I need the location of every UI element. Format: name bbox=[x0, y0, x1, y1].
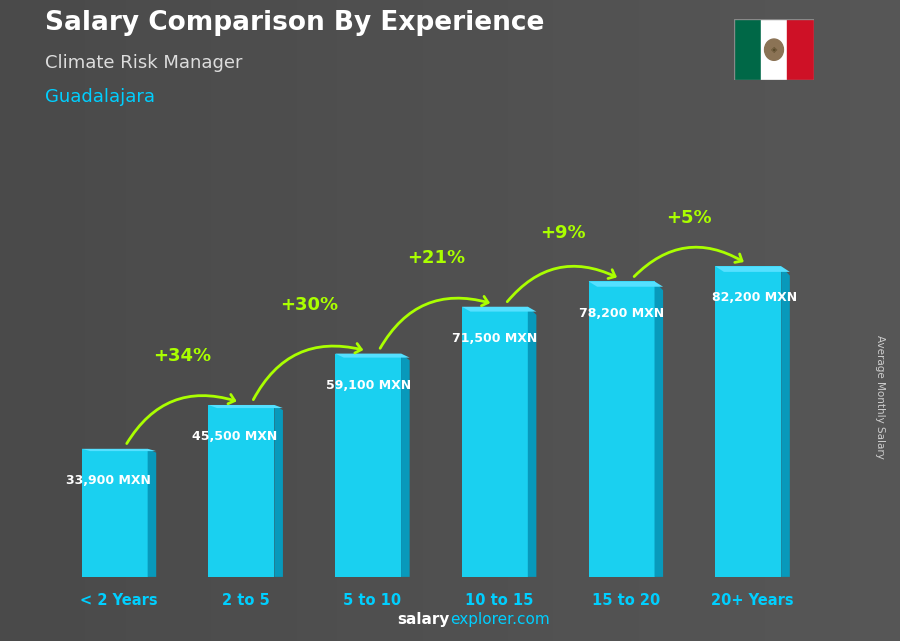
Polygon shape bbox=[274, 405, 283, 577]
Polygon shape bbox=[148, 449, 157, 577]
Polygon shape bbox=[716, 266, 781, 577]
Circle shape bbox=[765, 39, 783, 60]
Bar bbox=[734, 19, 760, 80]
Polygon shape bbox=[209, 405, 274, 577]
Text: explorer.com: explorer.com bbox=[450, 612, 550, 627]
Polygon shape bbox=[82, 449, 157, 451]
Text: 5 to 10: 5 to 10 bbox=[344, 593, 401, 608]
Bar bbox=[760, 19, 788, 80]
Text: 15 to 20: 15 to 20 bbox=[591, 593, 660, 608]
Text: +30%: +30% bbox=[280, 296, 338, 314]
Polygon shape bbox=[716, 266, 790, 272]
Text: 78,200 MXN: 78,200 MXN bbox=[579, 306, 664, 320]
Text: Guadalajara: Guadalajara bbox=[45, 88, 155, 106]
Polygon shape bbox=[589, 281, 663, 287]
Polygon shape bbox=[462, 307, 536, 312]
Text: 45,500 MXN: 45,500 MXN bbox=[193, 430, 278, 443]
Text: 82,200 MXN: 82,200 MXN bbox=[712, 292, 797, 304]
Polygon shape bbox=[335, 354, 410, 358]
Text: Salary Comparison By Experience: Salary Comparison By Experience bbox=[45, 10, 544, 36]
Text: 2 to 5: 2 to 5 bbox=[221, 593, 270, 608]
Text: 20+ Years: 20+ Years bbox=[711, 593, 794, 608]
Text: 71,500 MXN: 71,500 MXN bbox=[452, 332, 537, 345]
Text: +9%: +9% bbox=[540, 224, 585, 242]
Text: +34%: +34% bbox=[153, 347, 211, 365]
Polygon shape bbox=[527, 307, 536, 577]
Polygon shape bbox=[401, 354, 410, 577]
Text: 10 to 15: 10 to 15 bbox=[465, 593, 534, 608]
Text: +5%: +5% bbox=[666, 209, 712, 227]
Polygon shape bbox=[335, 354, 401, 577]
Polygon shape bbox=[589, 281, 654, 577]
Text: 33,900 MXN: 33,900 MXN bbox=[66, 474, 151, 487]
Text: Average Monthly Salary: Average Monthly Salary bbox=[875, 335, 886, 460]
Polygon shape bbox=[462, 307, 527, 577]
Text: ◈: ◈ bbox=[770, 45, 778, 54]
Text: Climate Risk Manager: Climate Risk Manager bbox=[45, 54, 242, 72]
Polygon shape bbox=[654, 281, 663, 577]
Text: < 2 Years: < 2 Years bbox=[80, 593, 158, 608]
Text: salary: salary bbox=[398, 612, 450, 627]
Polygon shape bbox=[82, 449, 148, 577]
Polygon shape bbox=[781, 266, 790, 577]
Polygon shape bbox=[209, 405, 283, 408]
Text: +21%: +21% bbox=[407, 249, 464, 267]
Text: 59,100 MXN: 59,100 MXN bbox=[326, 379, 410, 392]
Bar bbox=[788, 19, 814, 80]
